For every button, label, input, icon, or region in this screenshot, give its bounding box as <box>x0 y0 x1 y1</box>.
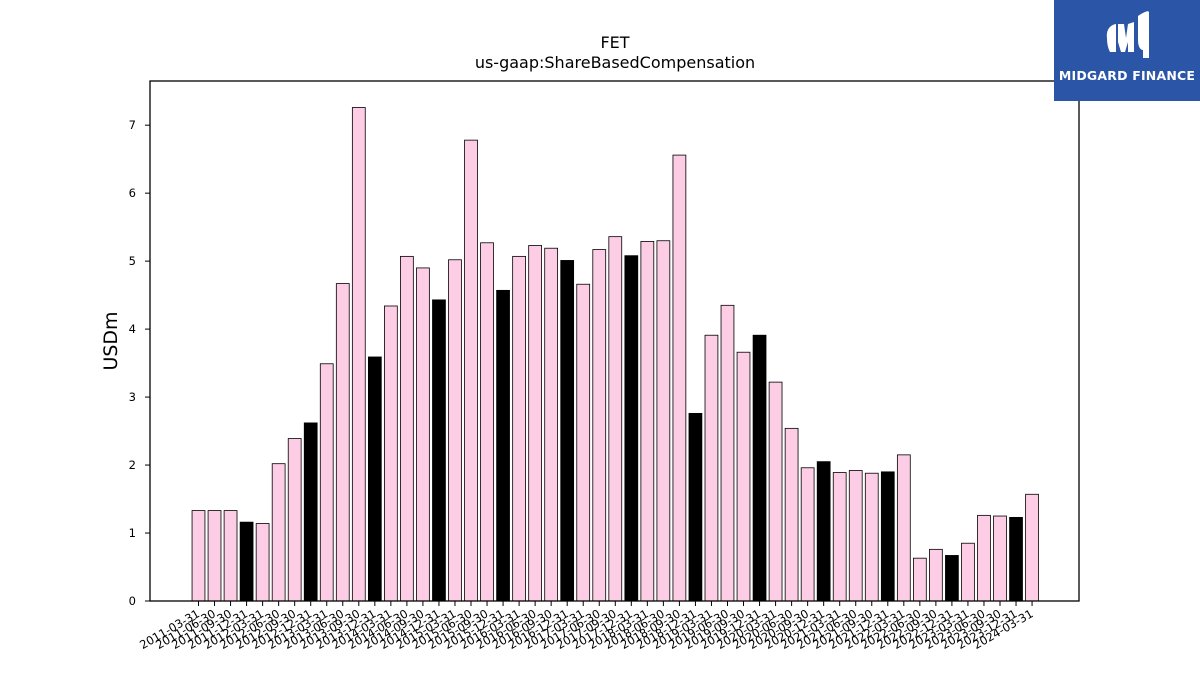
bar-2015-06-30 <box>464 139 478 602</box>
bar-2021-12-31 <box>880 471 895 602</box>
bar-2016-03-31 <box>512 255 526 602</box>
bar-2017-03-31 <box>576 283 591 602</box>
bar-2012-06-30 <box>271 463 286 602</box>
bar-2013-03-31 <box>319 363 334 602</box>
bar-2016-12-31 <box>560 260 575 602</box>
bar-2012-03-31 <box>255 523 270 602</box>
logo-mark-icon <box>1106 11 1149 59</box>
bar-2021-09-30 <box>864 472 879 602</box>
bar-2014-12-31 <box>432 299 446 602</box>
y-tick-label: 6 <box>129 186 136 200</box>
bar-2017-12-31 <box>624 255 639 602</box>
bar-2022-03-31 <box>896 454 911 602</box>
bar-2015-12-31 <box>496 289 510 602</box>
x-axis: 2011-03-312011-06-302011-09-302011-12-31… <box>137 601 1036 652</box>
chart-title: FET <box>600 33 629 52</box>
y-tick-label: 0 <box>129 594 136 608</box>
bar-2014-09-30 <box>416 267 430 602</box>
bar-2017-09-30 <box>608 236 623 602</box>
logo-text: MIDGARD FINANCE <box>1058 68 1196 83</box>
bar-2016-09-30 <box>544 247 559 602</box>
bar-2016-06-30 <box>528 245 542 602</box>
bar-2017-06-30 <box>592 249 607 602</box>
bar-2022-12-31 <box>945 555 959 602</box>
bar-2020-03-31 <box>768 381 783 602</box>
bar-2019-06-30 <box>720 304 735 602</box>
bar-2019-09-30 <box>736 351 751 602</box>
bar-2023-06-30 <box>977 514 991 602</box>
bar-2020-12-31 <box>816 461 831 602</box>
bar-2023-09-30 <box>993 515 1007 602</box>
y-tick-label: 2 <box>129 458 136 472</box>
y-axis: 0 1 2 3 4 5 6 7 <box>129 118 150 608</box>
bar-2024-03-31 <box>1025 493 1039 602</box>
y-axis-label: USDm <box>100 311 122 370</box>
bar-2013-06-30 <box>335 283 350 602</box>
bar-2020-09-30 <box>800 467 815 602</box>
y-tick-label: 5 <box>129 254 136 268</box>
bar-2022-06-30 <box>913 557 927 602</box>
y-tick-label: 1 <box>129 526 136 540</box>
y-tick-label: 3 <box>129 390 136 404</box>
bar-2023-12-31 <box>1009 516 1023 602</box>
bar-2013-09-30 <box>351 107 366 602</box>
bar-2011-06-30 <box>207 510 222 602</box>
bar-2023-03-31 <box>961 542 975 602</box>
bar-2014-03-31 <box>384 305 398 602</box>
bar-2018-03-31 <box>640 241 655 602</box>
y-tick-label: 4 <box>129 322 136 336</box>
bar-2021-06-30 <box>848 470 863 602</box>
bar-2012-09-30 <box>287 438 302 602</box>
chart-subtitle: us-gaap:ShareBasedCompensation <box>475 53 755 72</box>
bar-2021-03-31 <box>832 472 847 602</box>
bar-2018-09-30 <box>672 154 687 602</box>
bar-2018-12-31 <box>688 412 703 602</box>
bar-2011-12-31 <box>239 521 254 602</box>
bar-2019-12-31 <box>752 334 767 602</box>
bar-2019-03-31 <box>704 334 719 602</box>
bar-2015-03-31 <box>448 259 462 602</box>
y-tick-label: 7 <box>129 118 136 132</box>
bar-2011-03-31 <box>191 510 206 602</box>
bar-2013-12-31 <box>367 356 382 602</box>
bar-2012-12-31 <box>303 422 318 602</box>
plot-frame <box>149 80 1080 602</box>
midgard-finance-logo: MIDGARD FINANCE <box>1054 0 1200 101</box>
bar-2022-09-30 <box>929 548 943 602</box>
bar-2011-09-30 <box>223 510 238 602</box>
bar-2015-09-30 <box>480 242 494 602</box>
bar-2020-06-30 <box>784 427 799 602</box>
bar-2018-06-30 <box>656 240 671 602</box>
bar-series <box>191 107 1039 602</box>
bar-2014-06-30 <box>400 255 414 602</box>
